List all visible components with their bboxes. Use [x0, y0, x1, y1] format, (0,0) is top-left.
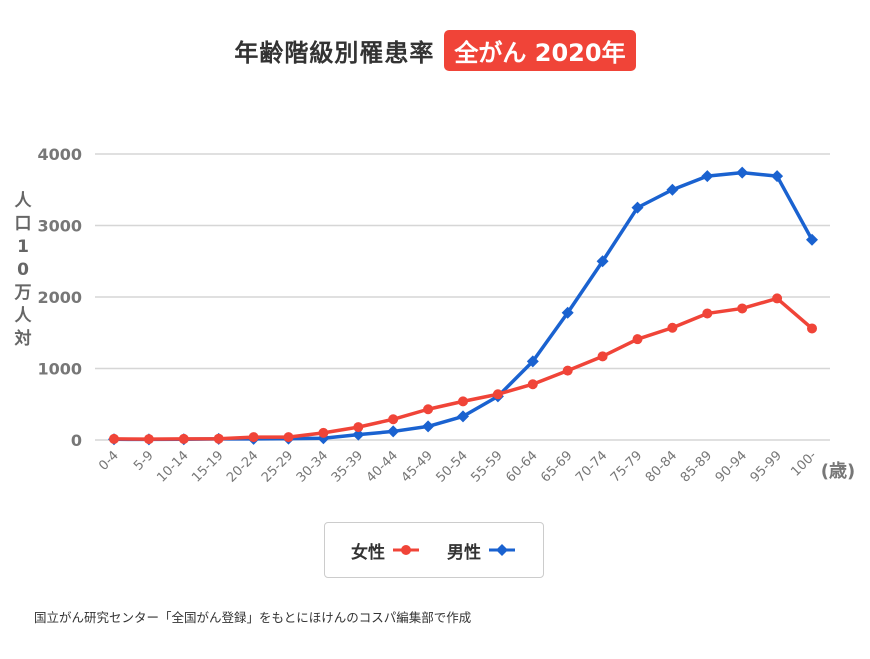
y-tick-label: 2000 [37, 288, 82, 307]
data-point-female [248, 432, 259, 443]
data-point-female [178, 433, 189, 444]
data-point-female [492, 389, 503, 400]
x-tick-label: 5-9 [131, 448, 157, 474]
source-note: 国立がん研究センター「全国がん登録」をもとにほけんのコスパ編集部で作成 [34, 610, 472, 625]
title-badge: 全がん 2020年 [444, 30, 636, 71]
x-tick-label: 70-74 [573, 448, 610, 485]
data-point-female [527, 379, 538, 390]
data-point-male [387, 425, 400, 438]
legend: 女性 男性 [324, 522, 544, 578]
x-tick-label: 80-84 [643, 448, 680, 485]
data-point-female [213, 433, 224, 444]
y-tick-label: 1000 [37, 360, 82, 379]
legend-diamond-marker-icon [489, 544, 515, 556]
data-point-male [596, 255, 609, 268]
data-point-female [388, 414, 399, 425]
data-point-male [422, 420, 435, 433]
x-tick-label: 30-34 [294, 448, 331, 485]
data-point-female [143, 434, 154, 445]
y-tick-label: 4000 [37, 145, 82, 164]
data-point-male [736, 166, 749, 179]
title-text: 年齢階級別罹患率 [234, 39, 435, 67]
x-tick-label: 20-24 [224, 448, 261, 485]
data-point-male [561, 306, 574, 319]
x-tick-label: 10-14 [154, 448, 191, 485]
data-point-male [806, 233, 818, 246]
x-tick-label: 35-39 [329, 448, 366, 485]
data-point-female [632, 334, 643, 345]
data-point-male [701, 170, 714, 183]
data-point-male [526, 355, 539, 368]
chart-title: 年齢階級別罹患率 全がん 2020年 [0, 30, 870, 71]
x-tick-label: 55-59 [468, 448, 505, 485]
x-tick-label: 75-79 [608, 448, 645, 485]
data-point-female [737, 303, 748, 314]
data-point-male [771, 170, 784, 183]
data-point-male [631, 201, 644, 214]
data-point-female [702, 308, 713, 319]
y-tick-label: 0 [71, 431, 82, 450]
data-point-male [352, 428, 365, 441]
legend-label: 男性 [447, 542, 481, 563]
y-tick-label: 3000 [37, 217, 82, 236]
x-axis-label: (歳) [821, 461, 855, 482]
y-axis-label: 人口10万人対 [14, 191, 32, 349]
x-tick-label: 85-89 [678, 448, 715, 485]
x-tick-label: 0-4 [96, 448, 122, 474]
x-tick-label: 100- [788, 448, 820, 480]
legend-circle-marker-icon [393, 545, 419, 555]
data-point-female [353, 422, 364, 433]
x-tick-label: 25-29 [259, 448, 296, 485]
data-point-female [667, 322, 678, 333]
x-tick-label: 90-94 [713, 448, 750, 485]
data-point-male [457, 410, 469, 423]
x-tick-label: 95-99 [748, 448, 785, 485]
data-point-female [597, 351, 608, 362]
legend-item-female: 女性 [351, 538, 421, 563]
x-tick-label: 40-44 [364, 448, 401, 485]
legend-item-male: 男性 [447, 538, 517, 563]
data-point-female [318, 427, 329, 438]
data-point-female [109, 433, 119, 444]
data-point-female [772, 293, 783, 304]
data-point-female [423, 404, 434, 415]
x-tick-label: 50-54 [434, 448, 471, 485]
data-point-female [807, 323, 817, 334]
x-tick-label: 65-69 [538, 448, 575, 485]
data-point-male [666, 183, 679, 196]
legend-label: 女性 [351, 542, 385, 563]
data-point-female [458, 396, 468, 407]
x-tick-label: 45-49 [399, 448, 436, 485]
x-tick-label: 15-19 [189, 448, 226, 485]
data-point-female [283, 432, 294, 443]
x-tick-label: 60-64 [503, 448, 540, 485]
data-point-female [562, 365, 573, 376]
